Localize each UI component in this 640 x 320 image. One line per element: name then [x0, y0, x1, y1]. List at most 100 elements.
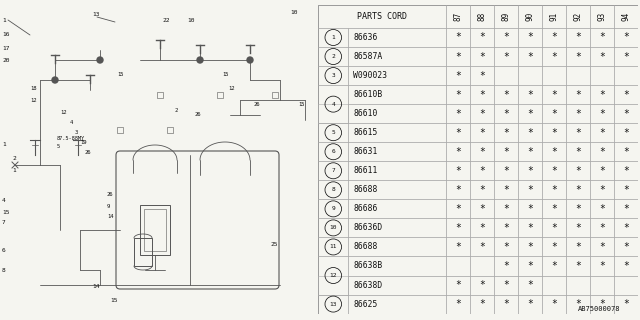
Text: *: *	[575, 261, 581, 271]
Text: *: *	[503, 166, 509, 176]
Bar	[518, 237, 542, 256]
Bar	[566, 142, 590, 161]
Text: *: *	[599, 52, 605, 61]
Bar	[318, 47, 349, 66]
Text: *: *	[503, 109, 509, 119]
Text: *: *	[455, 71, 461, 81]
Bar	[566, 161, 590, 180]
Text: 11: 11	[330, 244, 337, 250]
Bar	[518, 28, 542, 47]
Bar	[518, 104, 542, 123]
Bar	[470, 104, 494, 123]
Text: *: *	[455, 166, 461, 176]
Bar	[446, 28, 470, 47]
Text: *: *	[479, 147, 485, 157]
Bar	[614, 276, 638, 294]
Bar	[614, 180, 638, 199]
Bar	[542, 294, 566, 314]
Text: 86638D: 86638D	[353, 281, 383, 290]
Text: 19: 19	[80, 140, 86, 145]
Bar	[590, 199, 614, 218]
Text: *: *	[575, 33, 581, 43]
Text: 26: 26	[254, 102, 260, 108]
Text: *: *	[503, 242, 509, 252]
Text: 12: 12	[228, 85, 234, 91]
Text: *: *	[503, 33, 509, 43]
Bar	[349, 256, 446, 276]
Text: *: *	[623, 52, 629, 61]
Bar	[318, 180, 349, 199]
Text: *: *	[479, 109, 485, 119]
Bar	[518, 180, 542, 199]
Text: *: *	[503, 223, 509, 233]
Bar	[349, 66, 446, 85]
Text: *: *	[575, 204, 581, 214]
Bar	[470, 237, 494, 256]
Text: 5: 5	[57, 145, 60, 149]
Bar	[446, 104, 470, 123]
Bar	[566, 85, 590, 104]
Text: *: *	[527, 52, 533, 61]
Text: 10: 10	[187, 18, 195, 22]
Bar	[614, 104, 638, 123]
Bar	[349, 123, 446, 142]
Bar	[590, 47, 614, 66]
Bar	[470, 66, 494, 85]
Bar	[542, 237, 566, 256]
Bar	[566, 28, 590, 47]
Text: *: *	[575, 166, 581, 176]
Text: *: *	[599, 261, 605, 271]
Bar	[157, 92, 163, 98]
Text: 22: 22	[162, 18, 170, 22]
Bar	[470, 161, 494, 180]
Bar	[590, 85, 614, 104]
Bar	[590, 237, 614, 256]
Text: 86636: 86636	[353, 33, 378, 42]
Text: *: *	[599, 90, 605, 100]
Text: *: *	[455, 185, 461, 195]
Text: 91: 91	[550, 12, 559, 21]
Text: 20: 20	[2, 58, 10, 62]
Text: *: *	[575, 90, 581, 100]
Text: 86625: 86625	[353, 300, 378, 308]
Bar	[590, 5, 614, 28]
Circle shape	[52, 77, 58, 83]
Bar	[542, 123, 566, 142]
Bar	[494, 199, 518, 218]
Text: *: *	[503, 128, 509, 138]
Text: *: *	[527, 204, 533, 214]
Text: *: *	[623, 185, 629, 195]
Bar	[349, 199, 446, 218]
Text: 10: 10	[330, 225, 337, 230]
Text: 5: 5	[332, 130, 335, 135]
Bar	[318, 85, 349, 123]
Bar	[614, 199, 638, 218]
Bar	[614, 47, 638, 66]
Bar	[470, 142, 494, 161]
Bar	[614, 28, 638, 47]
Bar	[349, 28, 446, 47]
Text: *: *	[455, 90, 461, 100]
Text: *: *	[599, 128, 605, 138]
Bar	[318, 237, 349, 256]
Text: *: *	[575, 147, 581, 157]
Bar	[217, 92, 223, 98]
Text: *: *	[599, 204, 605, 214]
Text: 86688: 86688	[353, 243, 378, 252]
Text: 86631: 86631	[353, 147, 378, 156]
Bar	[542, 180, 566, 199]
Bar	[518, 47, 542, 66]
Text: *: *	[575, 52, 581, 61]
Bar	[318, 66, 349, 85]
Text: *: *	[479, 52, 485, 61]
Bar	[518, 199, 542, 218]
Text: *: *	[575, 128, 581, 138]
Text: 18: 18	[30, 85, 36, 91]
Bar	[470, 180, 494, 199]
Bar	[518, 66, 542, 85]
Text: 26: 26	[195, 113, 202, 117]
Text: *: *	[479, 128, 485, 138]
Text: *: *	[527, 185, 533, 195]
Bar	[470, 47, 494, 66]
Bar	[590, 276, 614, 294]
